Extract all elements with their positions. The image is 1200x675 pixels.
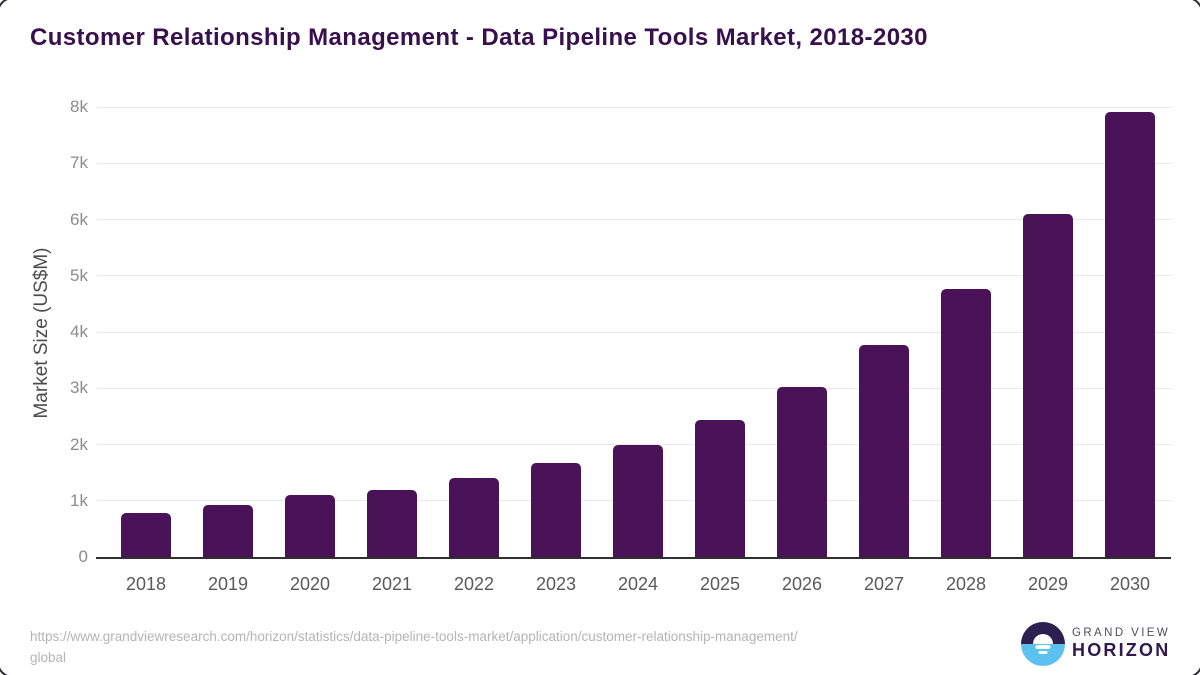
y-tick-label-8k: 8k xyxy=(70,97,88,116)
gridline-5k xyxy=(97,275,1171,277)
x-tick-label-2020: 2020 xyxy=(289,574,331,594)
bar-2021 xyxy=(367,490,417,557)
source-url-line1: https://www.grandviewresearch.com/horizo… xyxy=(30,629,798,644)
gridline-6k xyxy=(97,219,1171,220)
brand-logo: GRAND VIEW HORIZON xyxy=(1021,622,1170,666)
bar-2025 xyxy=(695,419,745,557)
logo-sun-dome xyxy=(1033,634,1053,644)
y-tick-label-4k: 4k xyxy=(70,322,88,341)
logo-reflection-line-2 xyxy=(1038,650,1048,655)
x-tick-label-2018: 2018 xyxy=(125,574,167,594)
bar-2023 xyxy=(531,463,581,557)
y-tick-label-7k: 7k xyxy=(70,153,88,173)
bar-2029 xyxy=(1023,213,1073,557)
x-tick-label-2028: 2028 xyxy=(945,574,987,594)
y-tick-label-5k: 5k xyxy=(70,265,88,285)
bar-2030 xyxy=(1105,111,1155,557)
x-tick-label-2030: 2030 xyxy=(1109,574,1151,594)
grand-view-horizon-logo-icon xyxy=(1021,622,1065,666)
x-tick-label-2027: 2027 xyxy=(863,574,905,594)
x-tick-label-2019: 2019 xyxy=(207,574,249,594)
bar-2019 xyxy=(203,504,253,557)
bar-2026 xyxy=(777,387,827,557)
chart-title: Customer Relationship Management - Data … xyxy=(30,24,928,51)
x-tick-label-2029: 2029 xyxy=(1027,574,1069,594)
x-tick-label-2024: 2024 xyxy=(617,574,659,594)
bar-2020 xyxy=(285,495,335,557)
x-tick-label-2026: 2026 xyxy=(781,574,823,594)
gridline-8k xyxy=(97,106,1171,108)
source-url: https://www.grandviewresearch.com/horizo… xyxy=(30,626,798,668)
source-url-line2: global xyxy=(30,650,67,665)
gridline-4k xyxy=(97,331,1171,333)
x-tick-label-2021: 2021 xyxy=(371,574,413,594)
bar-2022 xyxy=(449,478,499,557)
y-tick-label-2k: 2k xyxy=(70,434,88,454)
bar-2027 xyxy=(859,344,909,557)
x-tick-label-2022: 2022 xyxy=(453,574,495,594)
bar-2018 xyxy=(121,512,171,557)
x-axis-line xyxy=(96,557,1171,559)
y-tick-label-6k: 6k xyxy=(70,209,88,229)
brand-name-bottom: HORIZON xyxy=(1072,640,1171,660)
y-tick-label-0: 0 xyxy=(78,547,88,566)
y-tick-label-3k: 3k xyxy=(70,378,88,398)
bar-2028 xyxy=(941,289,991,557)
y-tick-label-1k: 1k xyxy=(70,490,88,510)
x-tick-label-2023: 2023 xyxy=(535,574,577,594)
gridline-7k xyxy=(97,162,1171,164)
x-tick-label-2025: 2025 xyxy=(699,574,741,594)
brand-text: GRAND VIEW HORIZON xyxy=(1072,627,1170,661)
bar-2024 xyxy=(613,444,663,557)
brand-name-top: GRAND VIEW xyxy=(1072,627,1171,639)
logo-reflection-line-1 xyxy=(1035,645,1051,649)
gridline-3k xyxy=(97,387,1171,389)
